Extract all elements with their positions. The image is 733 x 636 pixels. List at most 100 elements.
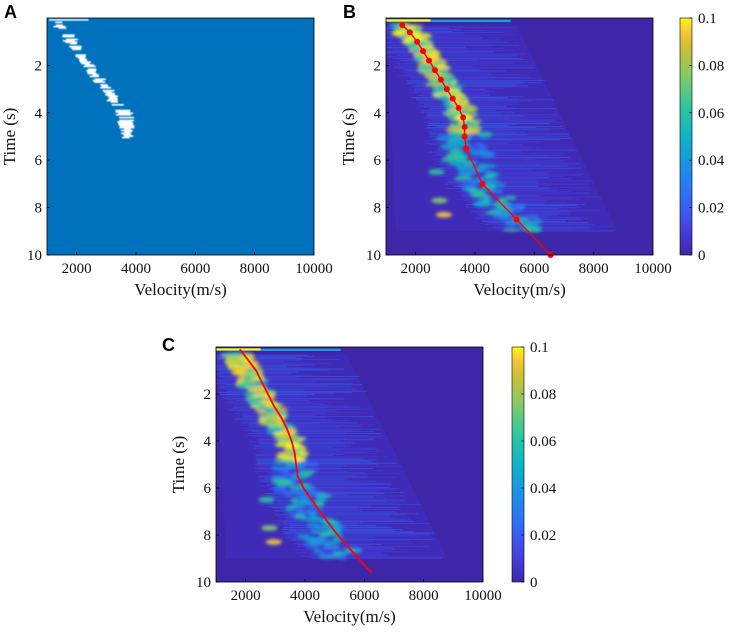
y-axis-label: Time (s) bbox=[0, 108, 19, 165]
energy-blob bbox=[485, 210, 503, 215]
energy-blob bbox=[533, 219, 543, 224]
energy-mark bbox=[62, 40, 76, 42]
energy-blob bbox=[477, 145, 488, 152]
energy-blob bbox=[502, 228, 521, 232]
energy-blob bbox=[278, 459, 296, 465]
energy-blob bbox=[458, 172, 474, 177]
energy-mark bbox=[119, 125, 135, 127]
energy-blob bbox=[230, 371, 249, 376]
pick-point bbox=[513, 216, 520, 223]
panel-c: 2000 4000 6000 8000 10000 2 4 6 8 10 Velocity(m/s)… bbox=[169, 340, 557, 626]
y-tick-label: 6 bbox=[374, 153, 382, 169]
panel-b: 2000 4000 6000 8000 10000 2 4 6 8 10 Velocity(m/s)… bbox=[339, 11, 725, 299]
pick-point bbox=[461, 124, 468, 131]
x-tick-label: 4000 bbox=[460, 261, 490, 277]
energy-mark bbox=[119, 116, 134, 119]
pick-point bbox=[463, 145, 470, 152]
energy-blob bbox=[317, 555, 337, 559]
x-tick-label: 8000 bbox=[409, 588, 439, 604]
pick-point bbox=[420, 48, 427, 55]
energy-blob bbox=[313, 497, 327, 503]
energy-blob bbox=[504, 195, 517, 201]
pick-point bbox=[461, 133, 468, 140]
energy-mark bbox=[83, 65, 96, 68]
y-tick-label: 6 bbox=[204, 481, 212, 497]
y-tick-label: 2 bbox=[374, 58, 382, 74]
panel-a-energy bbox=[49, 19, 135, 139]
energy-mark bbox=[70, 47, 82, 49]
pick-point bbox=[449, 95, 456, 102]
x-tick-label: 2000 bbox=[231, 588, 261, 604]
colorbar-tick-label: 0.02 bbox=[698, 201, 724, 217]
energy-mark bbox=[58, 27, 67, 29]
y-axis-label: Time (s) bbox=[169, 436, 188, 493]
colorbar bbox=[511, 346, 525, 583]
energy-mark bbox=[79, 59, 88, 62]
energy-mark bbox=[124, 131, 132, 133]
x-tick-label: 6000 bbox=[180, 261, 210, 277]
energy-mark bbox=[75, 55, 86, 58]
energy-blob bbox=[499, 217, 512, 222]
pick-point bbox=[399, 22, 406, 29]
panel-letter-c: C bbox=[162, 335, 175, 355]
energy-blob bbox=[477, 163, 490, 169]
energy-blob bbox=[251, 386, 268, 393]
energy-blob bbox=[446, 152, 463, 159]
energy-mark bbox=[105, 94, 116, 96]
colorbar bbox=[679, 17, 693, 256]
y-tick-label: 8 bbox=[374, 201, 382, 217]
energy-mark bbox=[108, 98, 118, 100]
energy-blob bbox=[261, 524, 278, 531]
energy-mark bbox=[66, 38, 79, 41]
y-tick-label: 10 bbox=[27, 248, 42, 264]
energy-blob bbox=[308, 513, 318, 517]
energy-mark bbox=[123, 135, 134, 137]
energy-blob bbox=[472, 201, 492, 207]
energy-blob bbox=[283, 491, 295, 497]
energy-mark bbox=[100, 84, 108, 86]
energy-mark bbox=[107, 95, 119, 98]
energy-blob bbox=[468, 150, 485, 156]
energy-blob bbox=[322, 546, 342, 551]
energy-mark bbox=[87, 72, 97, 75]
energy-mark bbox=[92, 74, 100, 76]
energy-mark bbox=[94, 78, 106, 81]
energy-mark bbox=[69, 42, 78, 45]
energy-blob bbox=[456, 165, 467, 171]
x-axis-label: Velocity(m/s) bbox=[473, 280, 566, 299]
colorbar-tick-label: 0.1 bbox=[698, 11, 717, 27]
energy-blob bbox=[428, 169, 445, 176]
energy-blob bbox=[480, 152, 496, 159]
colorbar-tick-label: 0.04 bbox=[530, 481, 557, 497]
colorbar-tick-label: 0 bbox=[530, 575, 538, 591]
energy-mark bbox=[118, 123, 134, 126]
pick-point bbox=[431, 67, 438, 74]
energy-mark bbox=[79, 58, 87, 61]
y-tick-label: 10 bbox=[366, 248, 381, 264]
energy-mark bbox=[53, 25, 66, 28]
energy-blob bbox=[276, 480, 293, 487]
energy-mark bbox=[62, 35, 75, 38]
energy-mark bbox=[123, 133, 132, 136]
x-tick-label: 10000 bbox=[464, 588, 502, 604]
energy-blob bbox=[255, 409, 267, 413]
energy-mark bbox=[121, 136, 130, 139]
colorbar-tick-label: 0.08 bbox=[530, 387, 556, 403]
energy-mark bbox=[111, 104, 124, 106]
energy-mark bbox=[89, 75, 99, 78]
energy-mark bbox=[92, 79, 104, 82]
x-tick-label: 10000 bbox=[634, 261, 672, 277]
energy-mark bbox=[115, 111, 131, 113]
energy-blob bbox=[449, 148, 463, 154]
energy-mark bbox=[120, 129, 133, 132]
y-tick-label: 4 bbox=[374, 106, 382, 122]
energy-blob bbox=[271, 466, 282, 471]
energy-blob bbox=[504, 220, 518, 227]
x-tick-label: 8000 bbox=[240, 261, 270, 277]
semblance-energy bbox=[220, 351, 363, 561]
x-tick-label: 2000 bbox=[401, 261, 431, 277]
colorbar-tick-label: 0.06 bbox=[530, 434, 557, 450]
colorbar-tick-label: 0.04 bbox=[698, 153, 725, 169]
energy-blob bbox=[265, 539, 282, 546]
energy-blob bbox=[345, 549, 363, 553]
